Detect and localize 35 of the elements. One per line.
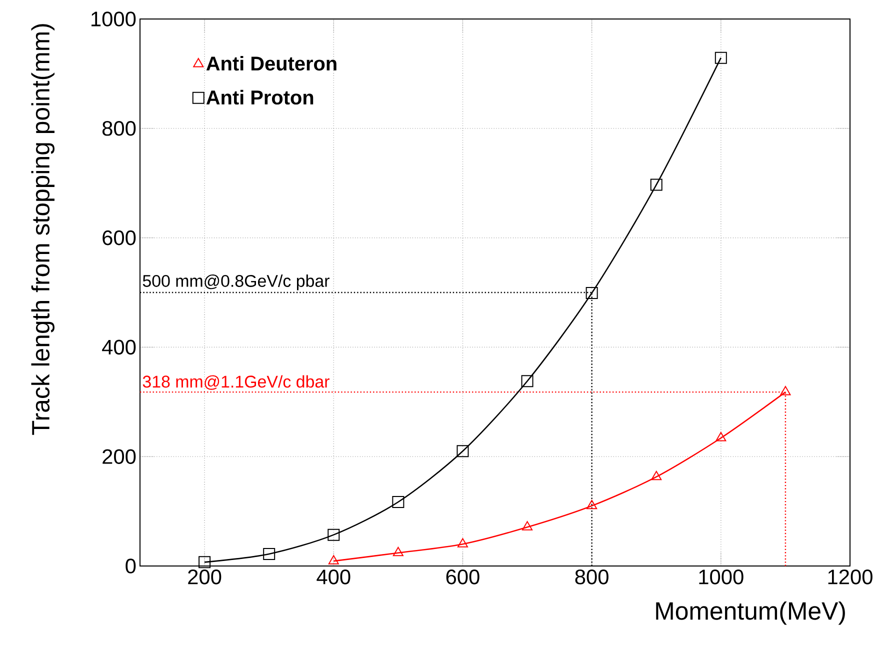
- point: [716, 432, 726, 442]
- point: [328, 528, 340, 541]
- point: [651, 470, 662, 480]
- point: [328, 555, 339, 564]
- legend-label: Anti Deuteron: [206, 56, 336, 71]
- point: [392, 546, 404, 556]
- point: [263, 548, 276, 560]
- y-tick-label: 400: [102, 340, 136, 355]
- x-tick-label: 200: [188, 570, 222, 584]
- legend-label: Anti Proton: [206, 90, 314, 105]
- y-axis-title: Track length from stopping point(mm): [31, 24, 54, 435]
- x-tick-label: 1000: [699, 570, 744, 584]
- point: [457, 538, 468, 548]
- ref-line-label: 500 mm@0.8GeV/c pbar: [142, 274, 330, 290]
- point: [714, 52, 727, 64]
- x-tick-label: 400: [316, 570, 350, 584]
- point: [586, 287, 598, 300]
- point: [521, 375, 534, 388]
- y-tick-label: 0: [126, 558, 136, 574]
- x-tick-label: 800: [575, 570, 608, 584]
- point: [198, 556, 211, 568]
- point: [522, 521, 533, 530]
- point: [392, 496, 404, 508]
- point: [586, 500, 598, 510]
- y-tick-label: 800: [102, 120, 136, 136]
- y-tick-label: 200: [102, 449, 136, 464]
- point: [650, 178, 662, 191]
- point: [780, 386, 791, 396]
- y-tick-label: 1000: [92, 12, 136, 26]
- x-tick-label: 1200: [828, 570, 872, 584]
- point: [456, 445, 469, 458]
- x-axis-title: Momentum(MeV): [656, 602, 845, 625]
- ref-line-label: 318 mm@1.1GeV/c dbar: [142, 375, 330, 390]
- y-tick-label: 600: [102, 230, 136, 246]
- x-tick-label: 600: [446, 570, 480, 584]
